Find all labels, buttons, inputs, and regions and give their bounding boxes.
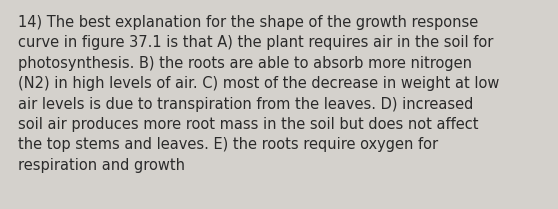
Text: 14) The best explanation for the shape of the growth response
curve in figure 37: 14) The best explanation for the shape o… — [18, 15, 499, 173]
